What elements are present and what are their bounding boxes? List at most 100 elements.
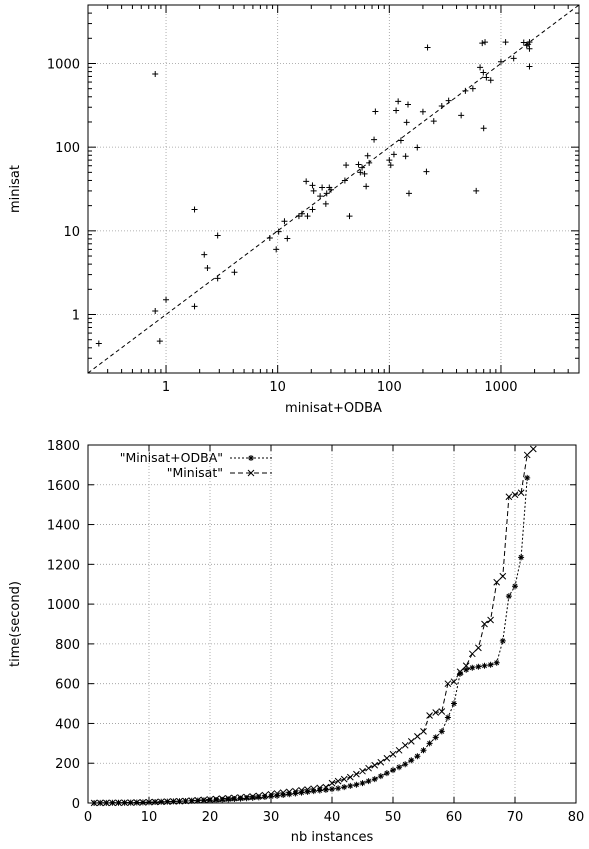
data-point xyxy=(389,750,397,758)
data-point xyxy=(213,797,220,804)
data-point xyxy=(475,663,482,670)
scatter-chart: 1 10 100 1000 1 10 100 1000 minisat+ODBA minisat xyxy=(8,4,580,416)
data-point xyxy=(224,794,232,802)
data-point xyxy=(419,108,426,115)
data-point xyxy=(457,670,464,677)
y-tick-label: 200 xyxy=(55,757,80,772)
data-point xyxy=(237,794,244,801)
data-point xyxy=(395,98,402,105)
data-point xyxy=(371,761,379,769)
data-point xyxy=(303,178,310,185)
data-point xyxy=(341,784,348,791)
data-point xyxy=(523,42,530,49)
data-point xyxy=(346,213,353,220)
data-point xyxy=(397,137,404,144)
data-point xyxy=(285,788,293,796)
y-tick-label: 1200 xyxy=(47,558,80,573)
data-point xyxy=(322,783,330,791)
data-point xyxy=(152,70,159,77)
data-point xyxy=(145,798,153,806)
data-point xyxy=(139,799,147,806)
data-point xyxy=(266,235,273,242)
x-tick-label: 10 xyxy=(269,380,286,395)
x-axis-title: minisat+ODBA xyxy=(285,401,382,416)
data-point xyxy=(390,151,397,158)
data-point xyxy=(361,170,368,177)
data-point xyxy=(396,764,403,771)
data-point xyxy=(343,162,350,169)
data-point xyxy=(309,182,316,189)
x-tick-label: 60 xyxy=(446,810,463,825)
data-point xyxy=(387,162,394,169)
data-point xyxy=(322,786,329,793)
data-point xyxy=(243,795,250,802)
data-point xyxy=(310,785,318,793)
data-point xyxy=(310,788,317,795)
data-point xyxy=(353,770,360,778)
data-point xyxy=(231,796,238,803)
data-point xyxy=(475,644,482,652)
data-point xyxy=(317,193,324,200)
y-tick-label: 0 xyxy=(72,797,80,812)
data-point xyxy=(481,662,488,669)
data-point xyxy=(273,246,280,253)
data-point xyxy=(438,103,445,110)
data-point xyxy=(424,44,431,51)
line-chart: 0 10 20 30 40 50 60 70 8002004006008001000120014… xyxy=(8,439,584,845)
data-point xyxy=(357,169,364,176)
data-point xyxy=(292,787,299,795)
data-point xyxy=(432,709,440,716)
data-point xyxy=(526,63,533,70)
data-point xyxy=(329,786,335,793)
data-point xyxy=(426,740,433,747)
legend-label: "Minisat" xyxy=(167,465,223,480)
data-point xyxy=(194,796,202,804)
data-point xyxy=(304,788,311,795)
data-point xyxy=(347,782,354,789)
data-point xyxy=(518,554,525,561)
data-point xyxy=(383,754,391,762)
data-point xyxy=(430,118,437,125)
data-point xyxy=(340,775,348,783)
data-point xyxy=(200,796,208,804)
data-point xyxy=(359,164,366,171)
series-line xyxy=(94,477,528,804)
data-point xyxy=(157,798,165,806)
data-point xyxy=(481,620,488,628)
y-tick-label: 100 xyxy=(55,141,80,156)
y-tick-label: 10 xyxy=(63,225,80,240)
data-point xyxy=(243,793,250,801)
data-point xyxy=(520,39,527,46)
data-point xyxy=(477,64,484,71)
data-point xyxy=(482,39,489,46)
series-line xyxy=(94,448,534,804)
data-point xyxy=(191,206,198,213)
x-tick-label: 1000 xyxy=(484,380,517,395)
data-point xyxy=(493,659,500,666)
data-point xyxy=(390,767,396,774)
x-tick-label: 100 xyxy=(377,380,402,395)
data-point xyxy=(355,161,362,168)
y-tick-label: 1 xyxy=(72,309,80,324)
data-point xyxy=(365,764,372,772)
data-point xyxy=(316,787,323,794)
data-point xyxy=(319,184,326,191)
data-point xyxy=(462,87,469,94)
data-point xyxy=(371,136,378,143)
data-point xyxy=(444,714,451,721)
data-point xyxy=(279,789,287,797)
data-point xyxy=(201,251,208,258)
x-tick-label: 20 xyxy=(202,810,219,825)
data-point xyxy=(487,616,494,624)
legend-label: "Minisat+ODBA" xyxy=(120,450,223,465)
y-tick-label: 800 xyxy=(55,638,80,653)
data-point xyxy=(206,796,214,803)
data-point xyxy=(280,792,287,799)
y-tick-label: 600 xyxy=(55,678,80,693)
y-tick-label: 1000 xyxy=(47,598,80,613)
x-tick-label: 0 xyxy=(84,810,92,825)
data-point xyxy=(408,757,415,764)
data-point xyxy=(438,708,446,715)
data-point xyxy=(267,790,275,798)
data-point xyxy=(468,650,476,658)
